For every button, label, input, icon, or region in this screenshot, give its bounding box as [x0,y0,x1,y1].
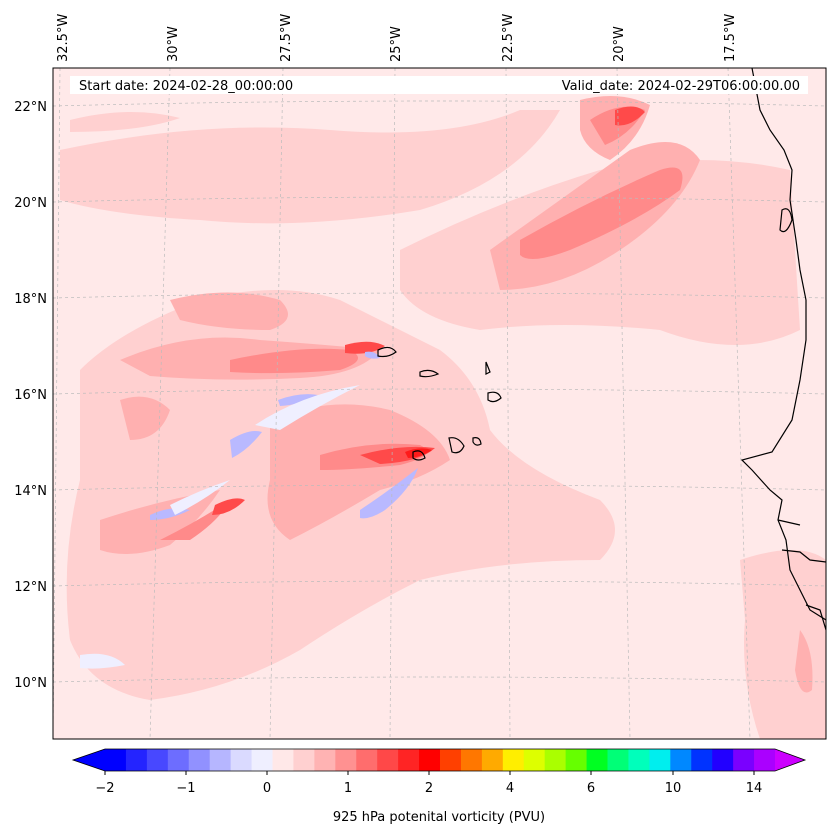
map-frame [52,67,827,740]
colorbar-cell [251,749,273,771]
colorbar-cell [502,749,525,771]
colorbar-cell [649,749,671,771]
colorbar-cells [105,749,776,771]
colorbar-tick-label: 4 [506,781,514,796]
lat-label: 18°N [14,292,47,307]
latitude-labels: 22°N 20°N 18°N 16°N 14°N 12°N 10°N [14,100,47,691]
colorbar-cell [670,749,692,771]
colorbar-cell [335,749,357,771]
colorbar-cell [377,749,399,771]
colorbar-cell [419,749,441,771]
colorbar-cell [209,749,232,771]
lon-label: 20°W [612,26,627,62]
colorbar-cell [314,749,336,771]
colorbar-cell [523,749,546,771]
colorbar-cell [440,749,462,771]
lat-label: 16°N [14,388,47,403]
colorbar-tick-label: 0 [263,781,271,796]
colorbar-cell [628,749,650,771]
colorbar-cell [733,749,755,771]
graticule [53,68,826,739]
colorbar-cell [691,749,713,771]
map-panel[interactable] [53,68,826,739]
lon-label: 25°W [389,26,404,62]
lon-label: 22.5°W [501,14,516,62]
colorbar-tick-label: 6 [587,781,595,796]
colorbar-extend-over [775,749,805,771]
lon-label: 30°W [166,26,181,62]
colorbar-cell [544,749,567,771]
colorbar-tick-label: 2 [425,781,433,796]
colorbar-cell [356,749,378,771]
colorbar-cell [398,749,420,771]
colorbar-cell [481,749,504,771]
pv-peak [405,448,432,458]
colorbar-cell [125,749,148,771]
colorbar-tick-label: 1 [344,781,352,796]
colorbar-cell [460,749,483,771]
colorbar-cell [105,749,127,771]
longitude-labels: 32.5°W 30°W 27.5°W 25°W 22.5°W 20°W 17.5… [56,14,738,62]
lon-label: 32.5°W [56,14,71,62]
africa-coastline [740,68,826,631]
lon-label: 27.5°W [279,14,294,62]
header-box [70,76,808,94]
colorbar-tick-label: −2 [95,781,114,796]
lat-label: 20°N [14,196,47,211]
pv-near-zero-areas [80,385,360,669]
colorbar-ticks [104,771,755,775]
start-date-label: Start date: 2024-02-28_00:00:00 [79,79,293,94]
valid-date-label: Valid_date: 2024-02-29T06:00:00.00 [562,79,800,94]
colorbar-cell [586,749,608,771]
colorbar-label: 925 hPa potenital vorticity (PVU) [333,810,545,825]
colorbar: −2 −1 0 1 2 4 6 10 14 925 hPa potenital … [71,748,807,825]
colorbar-cell [146,749,169,771]
lat-label: 22°N [14,100,47,115]
colorbar-tick-label: 10 [665,781,682,796]
colorbar-tick-label: 14 [746,781,763,796]
colorbar-extend-under [73,749,105,771]
colorbar-cell [565,749,587,771]
colorbar-cell [293,749,315,771]
cape-verde-islands [377,346,502,461]
lat-label: 10°N [14,676,47,691]
colorbar-cell [167,749,190,771]
lat-label: 14°N [14,484,47,499]
colorbar-cell [188,749,211,771]
colorbar-cell [272,749,294,771]
colorbar-cell [754,749,776,771]
colorbar-cell [607,749,629,771]
colorbar-tick-label: −1 [176,781,195,796]
lat-label: 12°N [14,580,47,595]
colorbar-cell [230,749,252,771]
lon-label: 17.5°W [723,14,738,62]
colorbar-cell [712,749,734,771]
